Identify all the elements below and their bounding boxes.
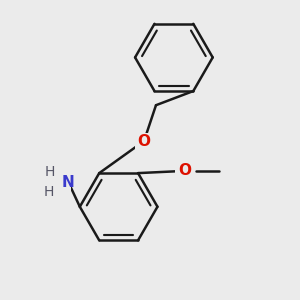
Text: H: H — [45, 164, 55, 178]
Bar — [135, 133, 153, 149]
Bar — [176, 163, 193, 179]
Bar — [35, 169, 71, 193]
Text: O: O — [178, 164, 191, 178]
Text: H: H — [43, 185, 54, 199]
Text: O: O — [137, 134, 151, 148]
Text: N: N — [61, 175, 74, 190]
